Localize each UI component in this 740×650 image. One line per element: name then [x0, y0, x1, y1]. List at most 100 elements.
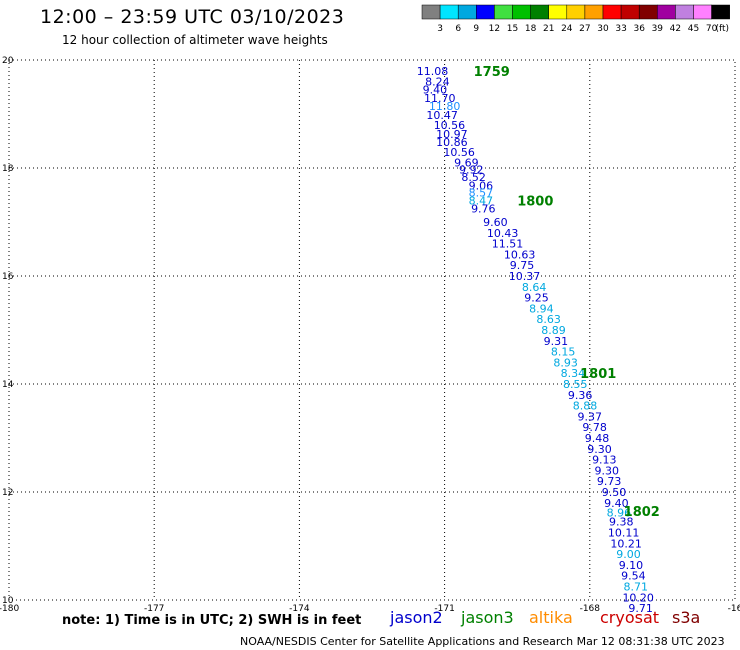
colorbar-unit: (ft) [715, 24, 729, 34]
wave-height-label: 9.60 [483, 216, 508, 229]
plot-frame [8, 59, 736, 601]
legend-altika: altika [529, 608, 573, 627]
wave-height-label: 9.13 [592, 454, 617, 467]
colorbar-tick: 30 [597, 24, 609, 34]
colorbar-swatch [566, 4, 586, 20]
colorbar-swatch [693, 4, 712, 20]
wave-height-label: 10.47 [426, 109, 458, 122]
time-label: 1759 [474, 65, 510, 80]
wave-height-label: 9.76 [471, 203, 496, 216]
wave-height-label: 9.30 [594, 464, 619, 477]
y-tick-label: 12 [2, 488, 13, 498]
colorbar-swatch [476, 4, 495, 20]
y-tick-label: 18 [2, 164, 14, 174]
wave-height-label: 8.47 [469, 194, 494, 207]
wave-height-label: 8.93 [553, 356, 578, 369]
wave-height-label: 9.50 [602, 486, 627, 499]
x-tick-label: -168 [580, 604, 601, 614]
wave-height-label: 10.56 [443, 146, 475, 159]
time-label: 1800 [517, 194, 553, 209]
wave-height-label: 8.57 [469, 186, 494, 199]
wave-height-label: 8.96 [607, 507, 632, 520]
colorbar-swatch [512, 4, 531, 20]
colorbar-swatch [638, 4, 658, 20]
wave-height-label: 10.11 [608, 527, 640, 540]
colorbar-swatch [494, 4, 513, 20]
colorbar-swatch [711, 4, 730, 20]
colorbar-swatch [675, 4, 694, 20]
time-label: 1802 [624, 505, 660, 520]
wave-height-label: 10.56 [434, 119, 466, 132]
colorbar-legend: 3 6 9 12 15 18 21 24 27 30 33 36 39 42 45 70(ft) [421, 4, 730, 34]
colorbar-swatch [457, 4, 477, 20]
colorbar-tick: 24 [561, 24, 573, 34]
wave-height-label: 8.64 [522, 281, 547, 294]
colorbar-tick: 21 [543, 24, 554, 34]
wave-height-label: 9.30 [587, 443, 612, 456]
y-tick-label: 10 [2, 596, 14, 606]
wave-height-label: 9.71 [628, 602, 653, 615]
wave-height-label: 9.31 [544, 335, 569, 348]
y-tick-label: 14 [2, 380, 14, 390]
colorbar-tick: 3 [437, 24, 443, 34]
wave-height-label: 9.75 [510, 259, 535, 272]
wave-height-label: 9.25 [524, 292, 549, 305]
y-tick-label: 20 [2, 56, 14, 66]
colorbar-tick: 18 [525, 24, 537, 34]
colorbar-tick: 12 [489, 24, 500, 34]
colorbar-swatch [620, 4, 640, 20]
colorbar-tick: 39 [652, 24, 664, 34]
x-tick-label: -180 [0, 604, 19, 614]
wave-height-label: 11.70 [424, 92, 456, 105]
wave-height-label: 8.34 [561, 367, 586, 380]
wave-height-label: 9.69 [454, 157, 479, 170]
colorbar-swatch [439, 4, 459, 20]
wave-height-label: 10.37 [509, 270, 541, 283]
wave-height-label: 9.36 [568, 389, 593, 402]
page-title: 12:00 – 23:59 UTC 03/10/2023 [40, 6, 345, 28]
colorbar-swatch [602, 4, 622, 20]
legend-cryosat: cryosat [600, 608, 660, 627]
colorbar-tick: 70 [706, 24, 718, 34]
wave-height-label: 8.88 [573, 400, 598, 413]
colorbar-swatch [421, 4, 441, 20]
wave-height-label: 9.06 [469, 179, 494, 192]
wave-height-label: 11.80 [429, 100, 461, 113]
colorbar-swatch [657, 4, 676, 20]
wave-height-label: 8.52 [461, 171, 486, 184]
wave-height-label: 8.94 [529, 302, 554, 315]
plot-area: -180 -177 -174 -171 -168 -16 10 12 14 16 18 20 11.08… [0, 56, 740, 615]
wave-height-label: 8.89 [541, 324, 566, 337]
colorbar-tick: 33 [615, 24, 626, 34]
colorbar-tick: 42 [670, 24, 681, 34]
colorbar-swatch [548, 4, 568, 20]
wave-height-label: 9.48 [585, 432, 610, 445]
colorbar-tick: 36 [633, 24, 645, 34]
wave-height-label: 8.63 [536, 313, 561, 326]
wave-height-label: 9.10 [619, 559, 644, 572]
colorbar-swatch [584, 4, 604, 20]
time-label: 1801 [580, 367, 616, 382]
x-tick-label: -177 [144, 604, 164, 614]
page-subtitle: 12 hour collection of altimeter wave hei… [62, 33, 328, 47]
wave-height-label: 9.38 [609, 516, 634, 529]
colorbar-tick: 45 [688, 24, 699, 34]
wave-height-label: 10.86 [436, 136, 468, 149]
wave-height-label: 9.92 [459, 164, 484, 177]
colorbar-tick: 27 [579, 24, 590, 34]
legend-s3a: s3a [672, 608, 701, 627]
wave-height-label: 10.21 [610, 537, 642, 550]
wave-height-label: 8.71 [624, 581, 649, 594]
wave-height-label: 10.63 [504, 248, 536, 261]
wave-height-label: 10.43 [487, 227, 519, 240]
x-tick-label: -174 [289, 604, 310, 614]
footer-note: note: 1) Time is in UTC; 2) SWH is in fe… [62, 613, 362, 628]
legend-jason2: jason2 [390, 608, 443, 627]
wave-height-label: 9.78 [582, 421, 607, 434]
wave-height-label: 9.54 [621, 570, 646, 583]
wave-height-label: 11.08 [417, 65, 449, 78]
wave-height-label: 9.37 [578, 410, 603, 423]
wave-height-label: 11.51 [492, 238, 524, 251]
x-tick-label: -16 [728, 604, 740, 614]
